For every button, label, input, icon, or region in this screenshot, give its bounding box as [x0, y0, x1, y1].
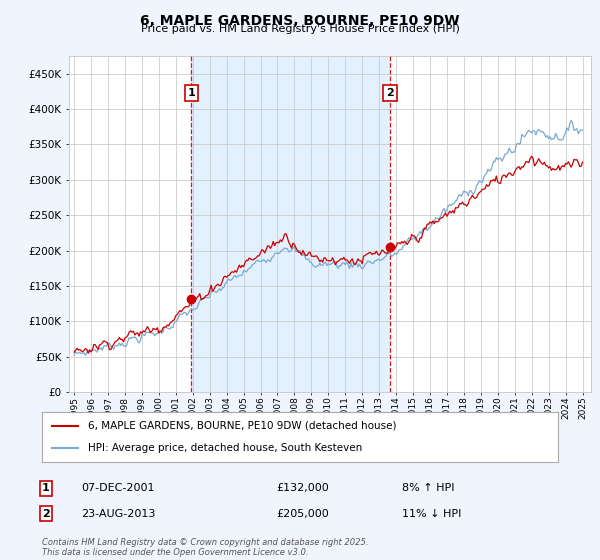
Text: 6, MAPLE GARDENS, BOURNE, PE10 9DW: 6, MAPLE GARDENS, BOURNE, PE10 9DW [140, 14, 460, 28]
Text: £132,000: £132,000 [276, 483, 329, 493]
Text: 23-AUG-2013: 23-AUG-2013 [81, 508, 155, 519]
Text: 2: 2 [386, 88, 394, 98]
Text: Price paid vs. HM Land Registry's House Price Index (HPI): Price paid vs. HM Land Registry's House … [140, 24, 460, 34]
Text: 07-DEC-2001: 07-DEC-2001 [81, 483, 155, 493]
Text: £205,000: £205,000 [276, 508, 329, 519]
Bar [191, 56, 390, 392]
Text: 6, MAPLE GARDENS, BOURNE, PE10 9DW (detached house): 6, MAPLE GARDENS, BOURNE, PE10 9DW (deta… [88, 421, 397, 431]
Text: Contains HM Land Registry data © Crown copyright and database right 2025.
This d: Contains HM Land Registry data © Crown c… [42, 538, 368, 557]
Text: HPI: Average price, detached house, South Kesteven: HPI: Average price, detached house, Sout… [88, 443, 362, 453]
Text: 11% ↓ HPI: 11% ↓ HPI [402, 508, 461, 519]
Text: 1: 1 [42, 483, 50, 493]
Text: 1: 1 [187, 88, 195, 98]
Text: 8% ↑ HPI: 8% ↑ HPI [402, 483, 455, 493]
Text: 2: 2 [42, 508, 50, 519]
